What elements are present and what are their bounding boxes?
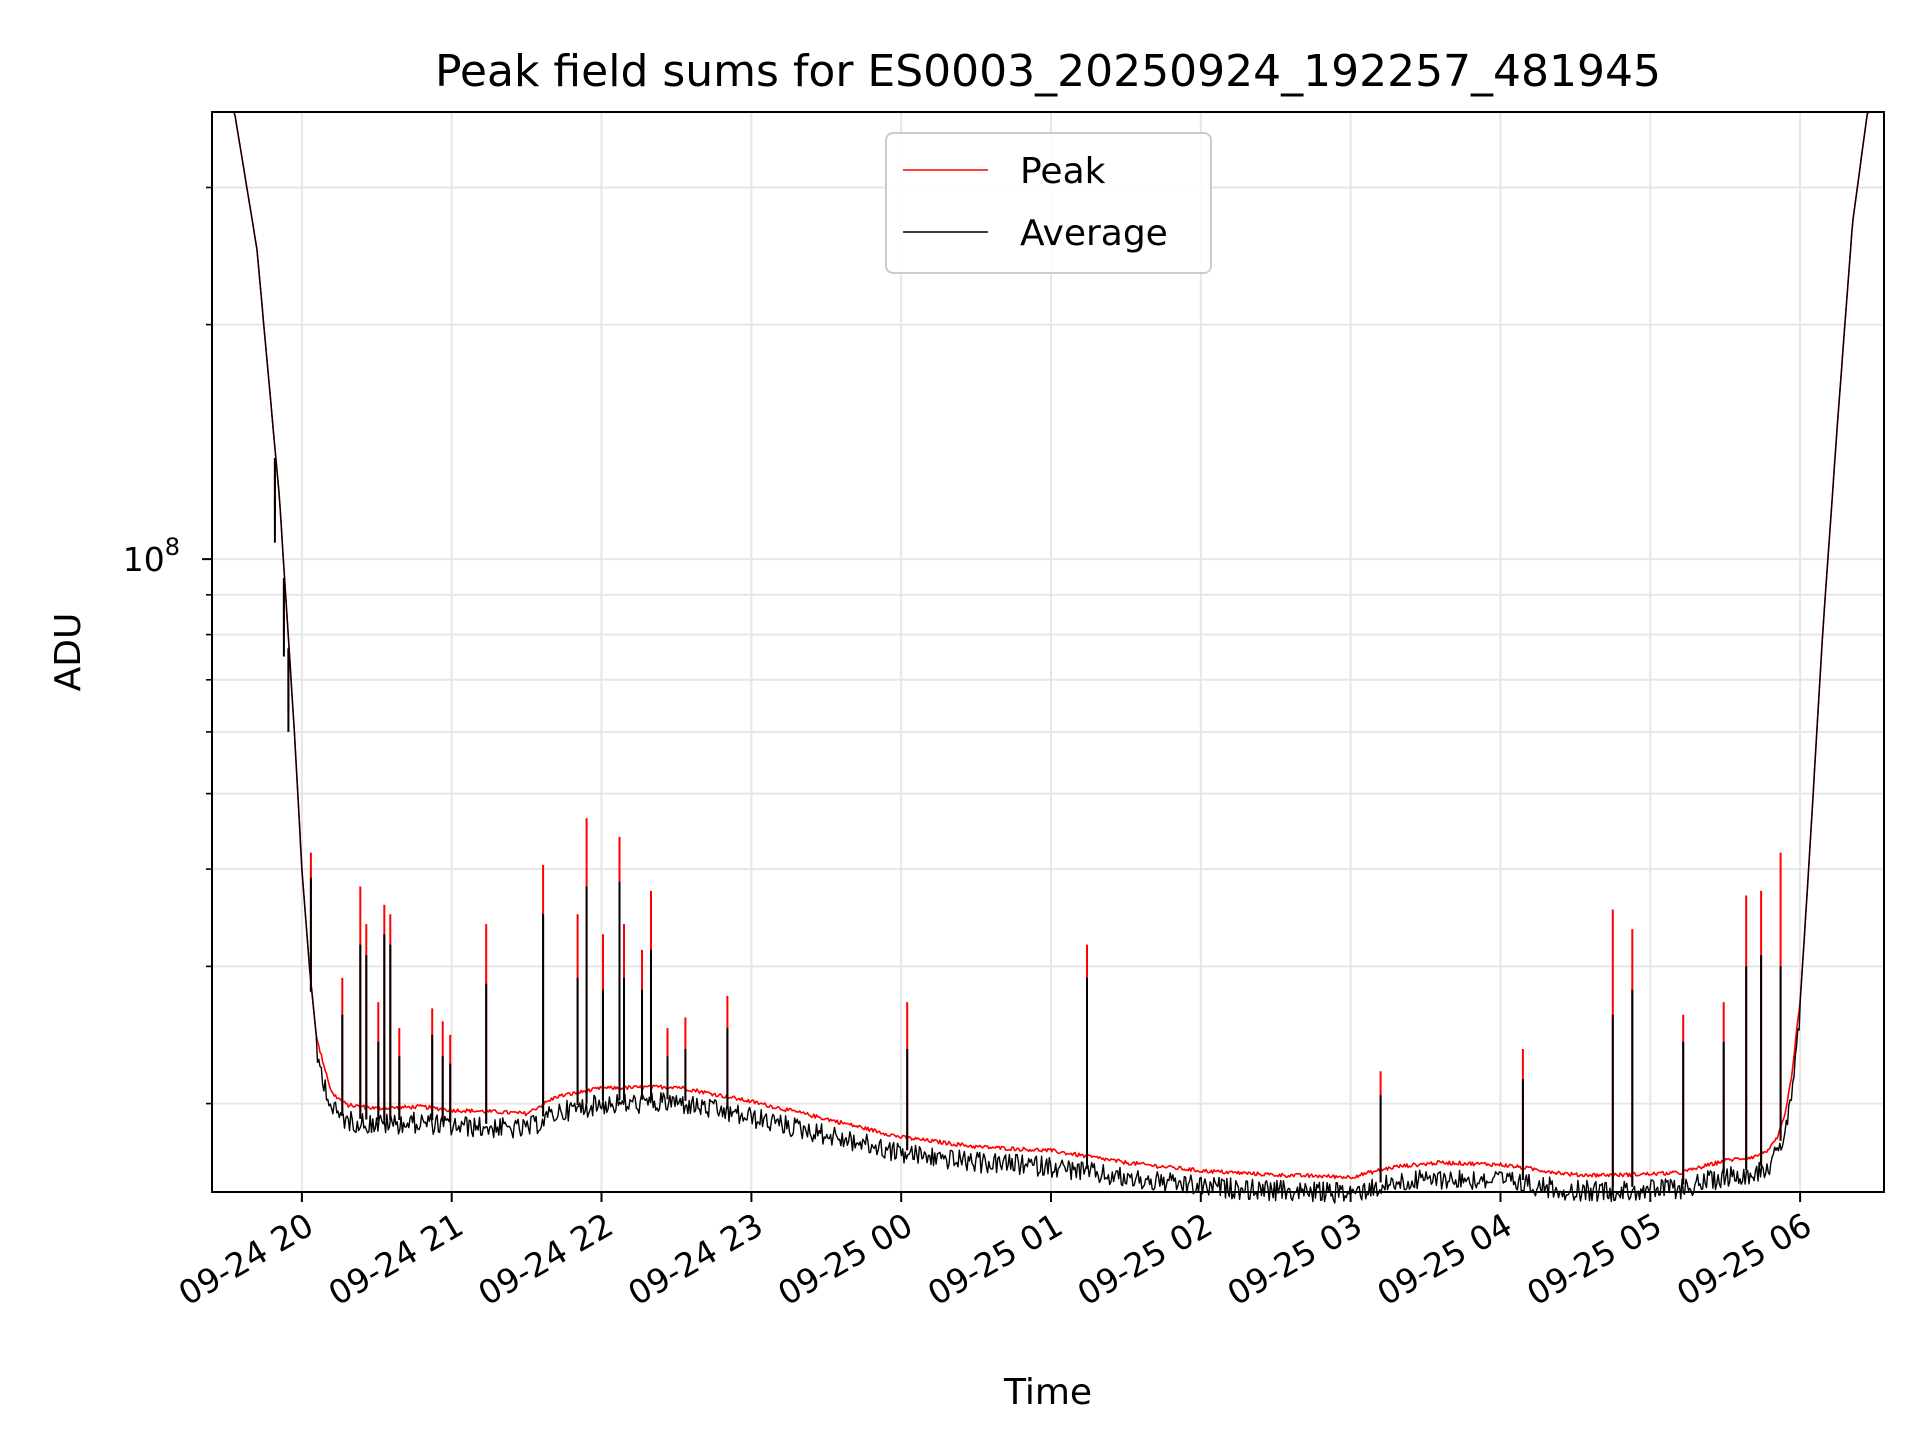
legend: Peak Average xyxy=(885,132,1212,274)
y-tick-label: 108 xyxy=(123,533,180,579)
legend-label-average: Average xyxy=(1020,213,1168,254)
plot-frame xyxy=(211,111,1885,1193)
y-axis-ticks: 108 xyxy=(123,186,212,1105)
series-line-average xyxy=(212,111,1884,1204)
x-axis-label: Time xyxy=(1003,1372,1092,1413)
plot-series xyxy=(212,111,1884,1204)
legend-box xyxy=(885,132,1212,274)
legend-label-peak: Peak xyxy=(1020,151,1106,192)
chart-title: Peak field sums for ES0003_20250924_1922… xyxy=(435,46,1661,97)
y-axis-label: ADU xyxy=(48,613,89,692)
series-line-peak xyxy=(212,111,1884,1180)
